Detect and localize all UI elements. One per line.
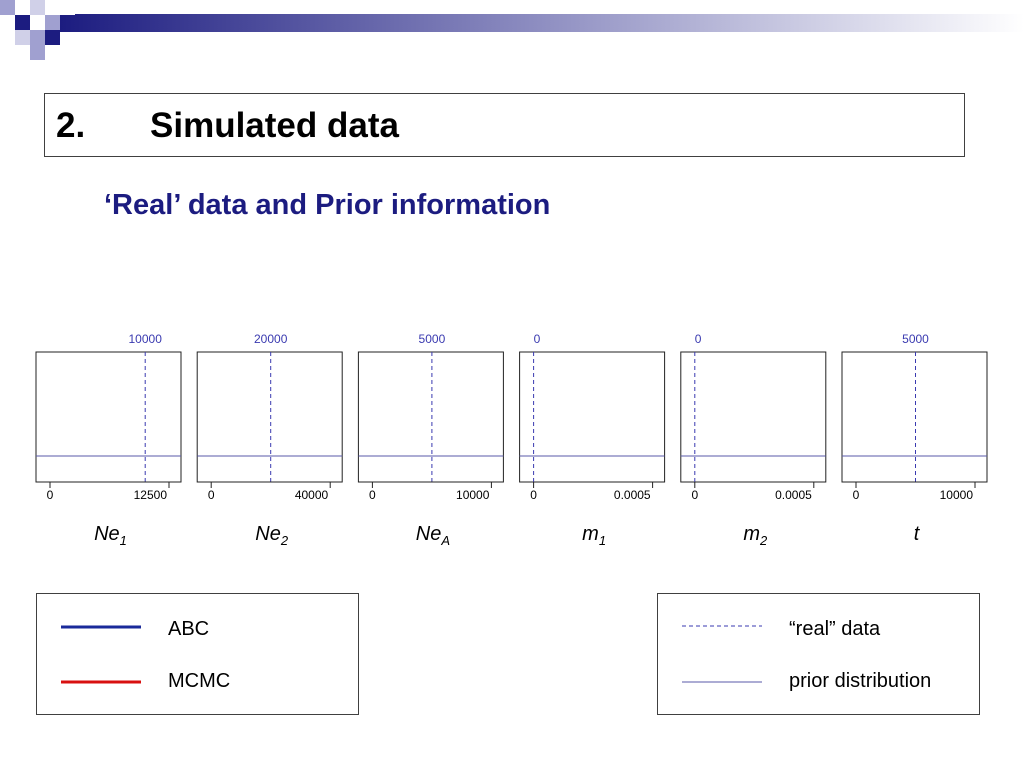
real-value-label: 5000 <box>419 332 446 346</box>
slide-subtitle: ‘Real’ data and Prior information <box>104 189 551 221</box>
real-value-label: 0 <box>534 332 541 346</box>
tick-label: 12500 <box>134 488 168 502</box>
legend-prior-line <box>682 681 762 683</box>
section-title: Simulated data <box>150 106 399 145</box>
tick-label: 0 <box>47 488 54 502</box>
deco-square <box>30 30 45 45</box>
tick-label: 0 <box>208 488 215 502</box>
tick-label: 0 <box>369 488 376 502</box>
section-number: 2. <box>56 106 86 145</box>
deco-square <box>0 30 15 45</box>
panel-frame <box>196 351 343 483</box>
header-gradient-bar <box>60 14 1024 32</box>
parameter-label: t <box>914 523 921 545</box>
tick-label: 10000 <box>940 488 974 502</box>
real-value-label: 20000 <box>254 332 288 346</box>
deco-square <box>15 30 30 45</box>
legend-mcmc-line <box>61 680 141 684</box>
parameter-label: Ne2 <box>255 523 289 548</box>
legend-real-data-line <box>682 625 762 627</box>
tick-label: 40000 <box>295 488 329 502</box>
deco-square <box>45 30 60 45</box>
parameter-label: m1 <box>582 523 606 548</box>
section-title-box: 2. Simulated data <box>44 93 965 157</box>
real-value-label: 5000 <box>902 332 929 346</box>
deco-square <box>0 0 15 15</box>
panel-frame <box>680 351 827 483</box>
legend-abc-label: ABC <box>168 618 210 640</box>
tick-label: 0.0005 <box>775 488 812 502</box>
legend-prior-label: prior distribution <box>789 670 932 692</box>
legend-methods: ABC MCMC <box>36 593 359 715</box>
parameter-panels: 10000 0 12500 Ne1 20000 0 40000 Ne2 5000 0 10000 Ne… <box>35 332 988 548</box>
legend-lines: “real” data prior distribution <box>657 593 980 715</box>
legend-real-data-label: “real” data <box>789 618 881 640</box>
real-value-label: 0 <box>695 332 702 346</box>
deco-square <box>30 45 45 60</box>
tick-label: 0 <box>691 488 698 502</box>
panel-frame <box>841 351 988 483</box>
tick-label: 0 <box>853 488 860 502</box>
parameter-label: Ne1 <box>94 523 127 548</box>
deco-square <box>60 0 75 15</box>
deco-square <box>15 15 30 30</box>
legend-abc-line <box>61 625 141 629</box>
parameter-label: NeA <box>416 523 450 548</box>
panel-frame <box>35 351 182 483</box>
panel-frame <box>357 351 504 483</box>
legend-mcmc-label: MCMC <box>168 670 231 692</box>
tick-label: 0.0005 <box>614 488 651 502</box>
parameter-label: m2 <box>743 523 768 548</box>
tick-label: 0 <box>530 488 537 502</box>
tick-label: 10000 <box>456 488 490 502</box>
panel-frame <box>519 351 666 483</box>
deco-square <box>30 0 45 15</box>
deco-square <box>45 15 60 30</box>
real-value-label: 10000 <box>129 332 163 346</box>
header-decoration <box>0 0 1024 60</box>
